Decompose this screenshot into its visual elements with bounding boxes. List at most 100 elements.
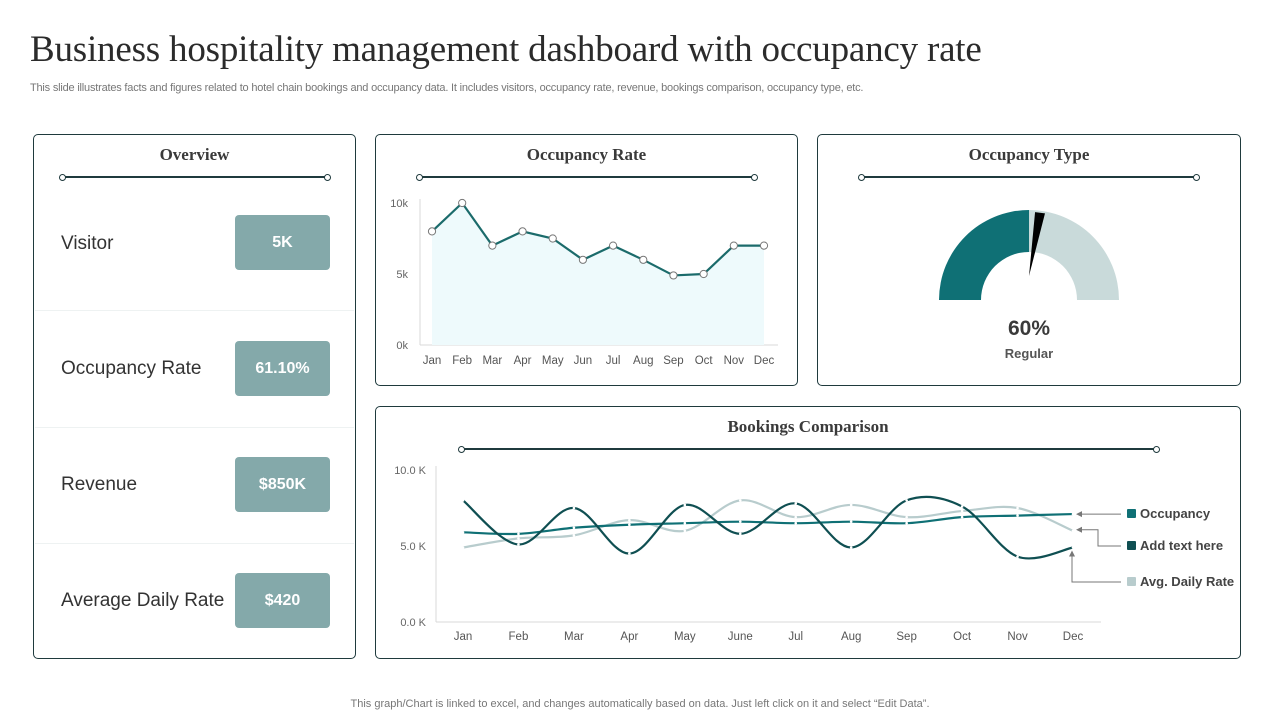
overview-label: Average Daily Rate [61,590,225,611]
overview-label: Revenue [61,474,138,495]
data-point [738,532,742,536]
data-point [461,531,465,534]
data-point [572,534,576,537]
data-point [518,227,527,236]
data-point [572,506,576,510]
data-point [905,515,908,519]
legend-item-add-text[interactable]: Add text here [1127,538,1223,553]
page-title: Business hospitality management dashboar… [30,29,982,70]
occupancy-type-divider [858,174,1200,180]
y-tick-label: 10k [390,198,408,210]
bookings-comparison-panel: Bookings Comparison 0.0 K 5.0 K 10.0 K Jan F… [375,406,1241,659]
x-tick-label: Sep [896,631,916,643]
y-tick-label: 5k [396,269,408,281]
data-point [517,537,520,540]
data-point [738,499,742,502]
data-point [1071,546,1075,549]
x-tick-label: Oct [695,355,714,367]
data-point [628,518,631,522]
x-tick-label: Aug [841,631,861,643]
data-point [608,241,618,250]
overview-label: Occupancy Rate [61,358,202,379]
legend-item-avg-daily-rate[interactable]: Avg. Daily Rate [1127,574,1234,589]
data-point [578,255,588,264]
overview-title: Overview [159,145,230,164]
y-tick-label: 10.0 K [394,465,426,477]
overview-label: Visitor [61,233,114,254]
overview-item-visitor: Visitor 5K [35,195,354,310]
x-tick-label: Aug [633,355,653,367]
data-point [639,255,648,264]
x-tick-label: Jul [788,631,803,643]
occupancy-rate-chart[interactable]: 0k 5k 10k Jan Feb Mar Apr May Jun Jul Aug Sep Oct Nov… [376,135,799,387]
data-point [488,241,497,250]
leader-line [1071,553,1121,583]
area-fill [432,203,764,345]
gauge-remaining-segment [1029,210,1119,300]
gauge-label: Regular [1004,346,1054,361]
x-tick-label: Sep [663,355,683,367]
data-point [517,532,520,536]
y-tick-label: 0.0 K [400,617,426,629]
data-point [628,523,631,527]
y-tick-label: 0k [396,340,408,352]
data-point [461,546,465,549]
legend-swatch [1127,541,1136,550]
gauge-needle [1029,212,1045,276]
data-point [849,503,853,507]
data-point [849,520,853,523]
legend-label: Add text here [1140,538,1224,553]
bookings-comparison-title: Bookings Comparison [727,417,889,436]
overview-item-occupancy-rate: Occupancy Rate 61.10% [35,310,354,427]
data-point [905,499,908,502]
overview-panel: Overview Visitor 5K Occupancy Rate 61.10… [33,134,356,659]
x-tick-label: Apr [620,631,638,643]
occupancy-rate-divider [416,174,758,180]
legend-label: Avg. Daily Rate [1140,574,1235,589]
legend-item-occupancy[interactable]: Occupancy [1127,506,1210,521]
data-point [683,503,687,507]
data-point [849,546,853,549]
x-tick-label: Jul [606,355,621,367]
series-line-add-text-here [462,495,1074,560]
overview-value-badge: $850K [235,457,330,512]
x-tick-label: Nov [724,355,745,367]
x-tick-label: Jun [574,355,593,367]
occupancy-type-panel: Occupancy Type 60% Regular [817,134,1241,386]
occupancy-type-title: Occupancy Type [968,145,1090,164]
overview-value-badge: 5K [235,215,330,270]
legend-swatch [1127,577,1136,586]
x-tick-label: Mar [564,631,584,643]
data-point [683,529,687,533]
data-point [427,227,437,236]
data-point [699,269,708,279]
overview-item-revenue: Revenue $850K [35,427,354,543]
data-point [461,499,465,502]
data-point [458,198,467,208]
data-point [794,521,798,525]
leader-arrow [1076,511,1082,518]
occupancy-line [431,201,764,277]
data-point [905,521,908,525]
data-point [729,241,738,250]
data-point [572,526,576,530]
series-line-avg-daily-rate [462,499,1074,549]
overview-value-badge: $420 [235,573,330,628]
data-point [517,543,520,546]
occupancy-type-gauge[interactable] [818,135,1242,387]
leader-arrow [1069,550,1075,557]
gauge-value: 60% [1007,317,1051,340]
bookings-comparison-divider [458,446,1160,452]
series-line-occupancy [462,512,1074,536]
x-tick-label: May [674,631,696,643]
gauge-filled-segment [939,210,1029,300]
data-point [628,552,631,555]
bookings-comparison-chart[interactable]: 0.0 K 5.0 K 10.0 K Jan Feb Mar Apr May June Jul Au… [376,407,1242,660]
data-point [794,515,798,519]
x-tick-label: June [728,631,753,643]
data-point [1016,514,1019,517]
footer-note: This graph/Chart is linked to excel, and… [350,698,930,710]
data-point [960,505,964,508]
data-point [759,241,769,250]
x-tick-label: Nov [1007,631,1028,643]
